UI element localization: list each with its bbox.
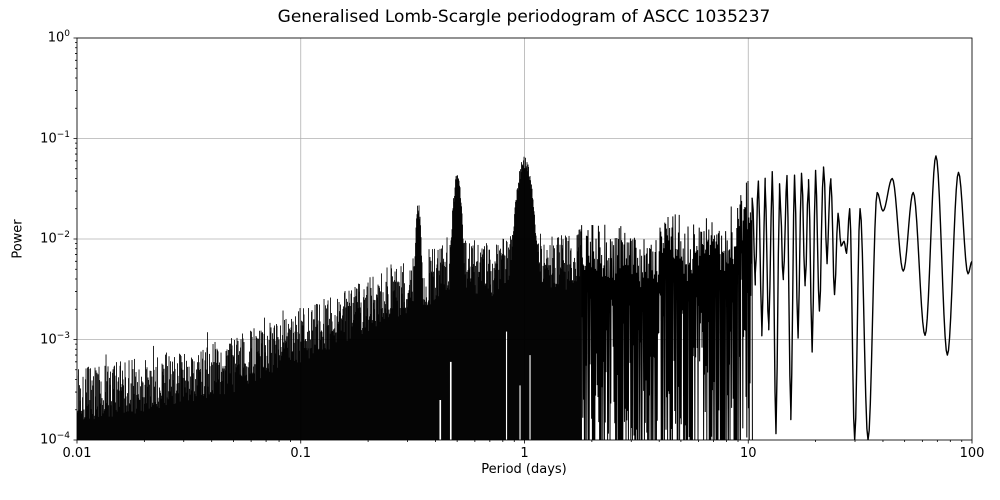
y-tick-label: 10−3 <box>40 330 70 347</box>
x-tick-label: 100 <box>959 446 985 461</box>
x-tick-label: 10 <box>739 446 757 461</box>
chart-title: Generalised Lomb-Scargle periodogram of … <box>277 7 771 27</box>
x-tick-label: 1 <box>520 446 529 461</box>
x-tick-label: 0.1 <box>290 446 312 461</box>
y-tick-label: 10−1 <box>40 129 70 146</box>
x-axis-label: Period (days) <box>481 462 567 477</box>
y-tick-label: 100 <box>47 29 70 46</box>
y-tick-label: 10−4 <box>40 431 70 448</box>
y-tick-label: 10−2 <box>40 230 70 247</box>
x-tick-label: 0.01 <box>62 446 92 461</box>
